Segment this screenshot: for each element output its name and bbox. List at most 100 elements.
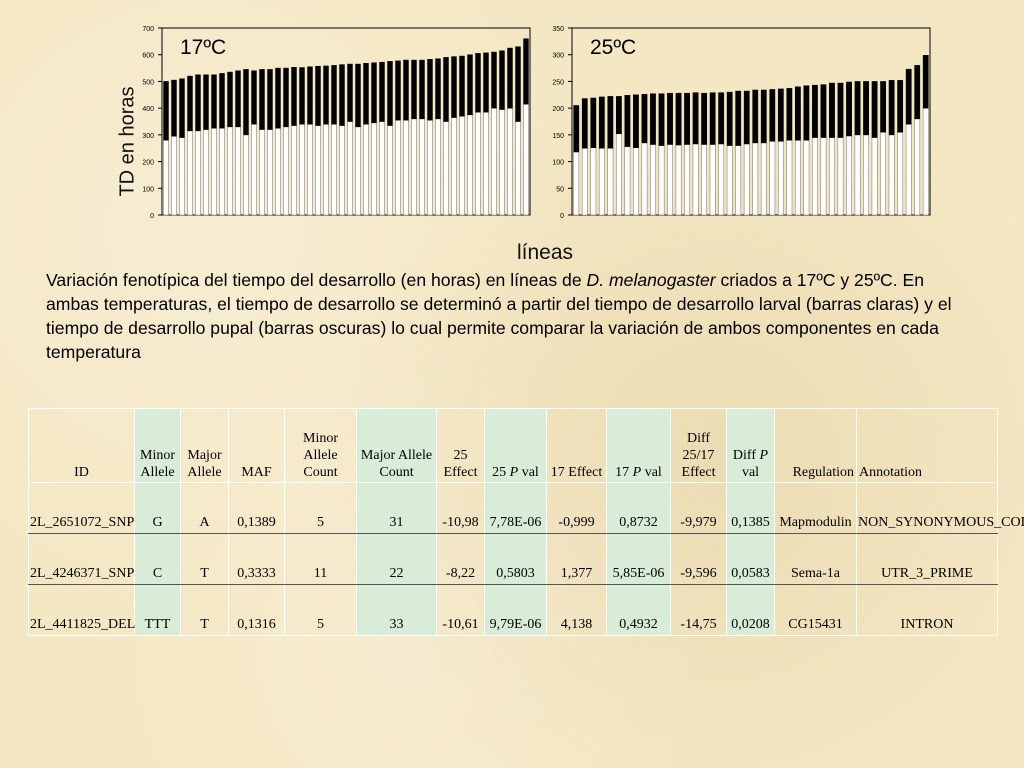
chart-25c-bar-larval bbox=[615, 133, 622, 216]
chart-25c-bar-pupal bbox=[726, 91, 733, 146]
chart-25c-bar-larval bbox=[573, 151, 580, 216]
chart-25c-bar-pupal bbox=[854, 81, 861, 136]
cell-major: A bbox=[180, 482, 229, 534]
chart-17c-bar-pupal bbox=[419, 59, 425, 120]
cell-id: 2L_4246371_SNP bbox=[28, 533, 135, 585]
chart-25c-bar-larval bbox=[786, 139, 793, 216]
chart-17c-bar-pupal bbox=[219, 73, 225, 129]
chart-25c-bar-larval bbox=[871, 137, 878, 216]
chart-17c-bar-larval bbox=[403, 119, 409, 216]
chart-17c-bar-pupal bbox=[235, 70, 241, 128]
chart-25c-bar-pupal bbox=[752, 89, 759, 144]
chart-17c-bar-pupal bbox=[475, 53, 481, 113]
chart-25c-bar-pupal bbox=[803, 85, 810, 141]
chart-25c-bar-pupal bbox=[820, 84, 827, 138]
chart-17c-bar-pupal bbox=[507, 47, 513, 109]
chart-17c-bar-pupal bbox=[243, 69, 249, 136]
cell-diff-p: 0,1385 bbox=[726, 482, 775, 534]
chart-25c-bar-larval bbox=[854, 134, 861, 216]
cell-effect17: -0,999 bbox=[546, 482, 607, 534]
chart-25c-bar-larval bbox=[590, 147, 597, 216]
chart-25c-bar-pupal bbox=[777, 88, 784, 142]
chart-25c-bar-pupal bbox=[914, 65, 921, 120]
chart-17c-bar-pupal bbox=[435, 58, 441, 120]
chart-17c-y-tick-label: 700 bbox=[142, 26, 154, 33]
header-major-allele: Major Allele bbox=[180, 408, 229, 483]
chart-17c-bar-pupal bbox=[523, 38, 529, 105]
chart-25c-bar-larval bbox=[846, 135, 852, 216]
header-major-count: Major Allele Count bbox=[356, 408, 437, 483]
chart-25c-bar-pupal bbox=[888, 80, 895, 136]
chart-17c-y-tick-label: 500 bbox=[142, 79, 154, 86]
chart-17c-bar-pupal bbox=[259, 69, 265, 130]
chart-17c-bar-pupal bbox=[379, 61, 385, 122]
cell-major-count: 33 bbox=[356, 584, 437, 636]
cell-diff-effect: -9,596 bbox=[670, 533, 727, 585]
chart-25c-bar-larval bbox=[863, 134, 869, 216]
chart-25c-bar-pupal bbox=[743, 90, 750, 145]
chart-17c-bar-pupal bbox=[347, 63, 353, 122]
chart-17c-bar-larval bbox=[443, 121, 449, 216]
chart-17c-bar-pupal bbox=[187, 75, 193, 132]
chart-17c-bar-larval bbox=[219, 127, 225, 216]
chart-25c-bar-pupal bbox=[922, 55, 929, 109]
chart-25c-bar-larval bbox=[888, 134, 895, 216]
cell-effect25: -8,22 bbox=[436, 533, 485, 585]
table-row: 2L_4411825_DEL TTT T 0,1316 5 33 -10,61 … bbox=[28, 584, 998, 636]
chart-25c-bar-pupal bbox=[641, 94, 648, 144]
chart-25c-bar-larval bbox=[735, 145, 742, 216]
chart-17c-bar-larval bbox=[499, 109, 505, 216]
chart-17c-bar-pupal bbox=[315, 65, 321, 126]
chart-17c-bar-pupal bbox=[451, 56, 457, 118]
cell-major: T bbox=[180, 533, 229, 585]
chart-17c-bar-pupal bbox=[195, 74, 201, 132]
chart-25c-bar-larval bbox=[633, 147, 639, 216]
chart-17c-plot-frame bbox=[161, 27, 531, 216]
cell-major-count: 22 bbox=[356, 533, 437, 585]
chart-25c-bar-larval bbox=[667, 144, 673, 216]
cell-diff-p: 0,0583 bbox=[726, 533, 775, 585]
chart-25c-title: 25ºC bbox=[590, 36, 636, 59]
chart-25c-y-tick-label: 100 bbox=[552, 160, 564, 167]
chart-17c-bar-larval bbox=[243, 134, 249, 216]
chart-25c-bar-larval bbox=[897, 131, 904, 216]
chart-17c-bar-pupal bbox=[291, 67, 297, 126]
chart-25c-bar-larval bbox=[726, 145, 733, 216]
cell-regulation: Sema-1a bbox=[774, 533, 857, 585]
chart-25c-bar-pupal bbox=[573, 105, 580, 153]
chart-25c-bar-larval bbox=[769, 141, 776, 216]
chart-17c-y-tick-label: 600 bbox=[142, 53, 154, 60]
header-17-effect: 17 Effect bbox=[546, 408, 607, 483]
chart-17c-bar-pupal bbox=[403, 59, 409, 121]
chart-25c-y-tick-label: 350 bbox=[552, 26, 564, 33]
cell-id: 2L_4411825_DEL bbox=[28, 584, 135, 636]
chart-25c-bar-pupal bbox=[633, 94, 639, 148]
header-17-pval-p: P bbox=[632, 465, 642, 480]
chart-17c-title: 17ºC bbox=[180, 36, 226, 59]
chart-17c-bar-larval bbox=[235, 126, 241, 216]
chart-17c-bar-larval bbox=[211, 127, 217, 216]
chart-25c-bar-pupal bbox=[675, 92, 682, 146]
chart-17c-bar-larval bbox=[491, 107, 497, 216]
chart-17c-bar-larval bbox=[203, 129, 209, 216]
cell-effect17: 4,138 bbox=[546, 584, 607, 636]
chart-25c-bar-pupal bbox=[812, 84, 818, 138]
chart-17c-bar-pupal bbox=[267, 69, 273, 130]
chart-25c-bar-pupal bbox=[692, 92, 699, 145]
chart-17c-bar-pupal bbox=[443, 57, 449, 122]
chart-25c-bar-larval bbox=[820, 137, 827, 216]
cell-pval17: 0,4932 bbox=[606, 584, 671, 636]
chart-25c-bar-pupal bbox=[667, 92, 673, 145]
chart-25c-bar-pupal bbox=[709, 92, 716, 145]
chart-25c-y-tick-label: 250 bbox=[552, 79, 564, 86]
cell-pval25: 7,78E-06 bbox=[484, 482, 547, 534]
chart-17c-bar-pupal bbox=[307, 66, 313, 125]
chart-25c-bar-pupal bbox=[684, 92, 690, 145]
chart-17c-bar-larval bbox=[291, 125, 297, 216]
chart-25c-bar-pupal bbox=[846, 81, 852, 137]
chart-25c-bar-pupal bbox=[863, 81, 869, 136]
chart-25c-bar-larval bbox=[581, 147, 588, 216]
header-diff-pval: Diff P val bbox=[726, 408, 775, 483]
chart-25c-bar-pupal bbox=[624, 95, 631, 147]
cell-pval25: 9,79E-06 bbox=[484, 584, 547, 636]
